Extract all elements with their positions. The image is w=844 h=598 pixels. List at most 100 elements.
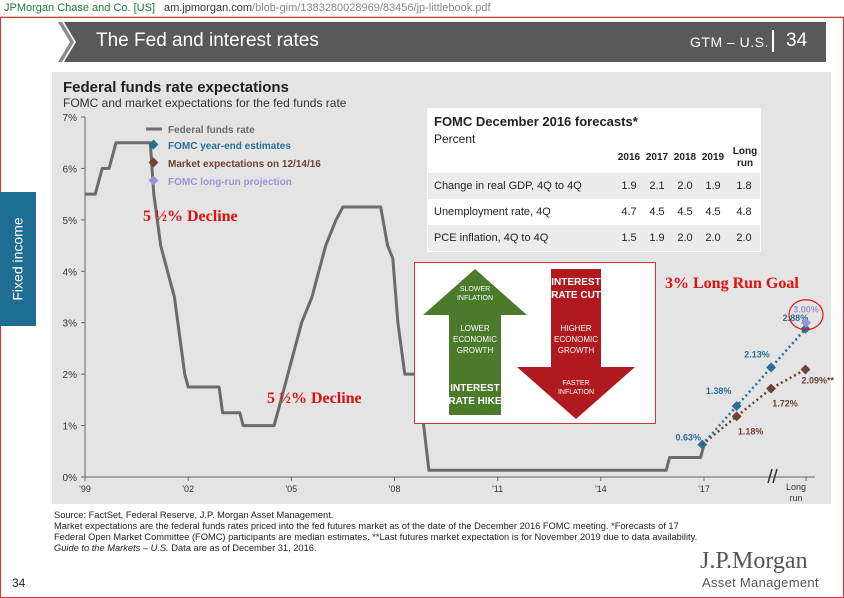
site-identity[interactable]: JPMorgan Chase and Co. [US] <box>4 2 156 14</box>
url-domain: am.jpmorgan.com <box>164 2 253 14</box>
chart-subtitle: FOMC and market expectations for the fed… <box>63 96 347 110</box>
forecast-cell: 1.5 <box>621 232 637 244</box>
long-run-goal-annotation: 3% Long Run Goal <box>665 275 799 292</box>
guide-tag: GTM – U.S. <box>690 34 769 50</box>
x-tick-label: '05 <box>285 484 297 494</box>
x-tick-label: '02 <box>182 484 194 494</box>
green-arrow-text: SLOWER <box>460 286 490 293</box>
green-arrow-text: ECONOMIC <box>453 335 497 344</box>
forecast-table-title: FOMC December 2016 forecasts* <box>434 114 638 129</box>
y-tick-label: 2% <box>63 370 78 381</box>
legend-swatch-fomc <box>148 139 159 150</box>
long-run-projection-point <box>801 317 811 328</box>
red-arrow-text: INFLATION <box>558 389 594 396</box>
forecast-row: Unemployment rate, 4Q 4.7 4.5 4.5 4.5 4.… <box>428 199 760 225</box>
forecast-cell: 4.7 <box>621 206 637 218</box>
red-arrow-text: INTEREST <box>551 277 600 288</box>
y-tick-label: 1% <box>63 422 78 433</box>
forecast-cell: 2.0 <box>705 232 721 244</box>
decline-annotation: 5 ½% Decline <box>143 208 238 225</box>
green-arrow-text: LOWER <box>460 324 490 333</box>
y-tick-label: 3% <box>63 319 78 330</box>
page-number: 34 <box>12 576 26 590</box>
guide-name: Guide to the Markets – U.S. <box>54 543 169 553</box>
market-expectation-label: 1.72% <box>772 399 798 409</box>
legend-label-market: Market expectations on 12/14/16 <box>168 159 321 170</box>
header-page-number: 34 <box>786 30 808 51</box>
red-arrow-text: FASTER <box>562 380 589 387</box>
x-tick-label: '17 <box>698 484 710 494</box>
policy-arrows-inset: SLOWER INFLATION LOWER ECONOMIC GROWTH I… <box>414 262 656 424</box>
fomc-estimate-point <box>731 401 742 411</box>
address-bar[interactable]: am.jpmorgan.com/blob-gim/1383280028969/8… <box>164 2 491 14</box>
fomc-estimate-point <box>800 323 811 334</box>
market-expectation-label: 2.09%** <box>801 376 834 386</box>
browser-bar: JPMorgan Chase and Co. [US] am.jpmorgan.… <box>0 0 844 17</box>
forecast-row-label: PCE inflation, 4Q to 4Q <box>434 232 549 244</box>
green-arrow-text: INTEREST <box>450 383 499 394</box>
forecast-cell: 2.0 <box>677 232 693 244</box>
x-tick-label: '08 <box>389 484 401 494</box>
long-run-highlight-circle <box>788 299 824 331</box>
header-divider <box>772 30 774 52</box>
x-tick-label: '11 <box>492 484 503 494</box>
chart-title: Federal funds rate expectations <box>63 79 289 96</box>
source-notes: Source: FactSet, Federal Reserve, J.P. M… <box>54 510 744 554</box>
header-chevron-icon <box>14 22 80 62</box>
forecast-cell: 2.0 <box>677 180 693 192</box>
forecast-col-long: Long <box>732 146 758 157</box>
x-tick-label: Long <box>786 482 806 492</box>
market-expectation-point <box>800 364 811 375</box>
forecast-col-2018: 2018 <box>673 152 697 163</box>
y-tick-label: 0% <box>63 473 78 484</box>
forecast-cell: 1.8 <box>736 180 752 192</box>
chart-axes: 0% 1% 2% 3% 4% 5% 6% 7% '99 '02 '05 '08 '11 '14 '17 Lon… <box>63 113 815 503</box>
fomc-estimates-line <box>701 328 807 446</box>
x-tick-label: run <box>789 493 802 503</box>
policy-arrows-graphic: SLOWER INFLATION LOWER ECONOMIC GROWTH I… <box>423 269 635 419</box>
fomc-estimate-label: 2.88% <box>783 313 809 323</box>
fomc-estimate-label: 1.38% <box>706 386 732 396</box>
forecast-cell: 1.9 <box>705 180 721 192</box>
fomc-estimate-point <box>697 439 708 450</box>
y-tick-label: 7% <box>63 113 78 124</box>
x-tick-label: '99 <box>79 484 91 494</box>
forecast-row: PCE inflation, 4Q to 4Q 1.5 1.9 2.0 2.0 … <box>428 225 760 251</box>
forecast-col-2017: 2017 <box>645 152 669 163</box>
red-arrow-text: GROWTH <box>558 346 595 355</box>
green-arrow-text: GROWTH <box>457 346 494 355</box>
legend-label-fed-funds: Federal funds rate <box>168 125 255 136</box>
axis-break-mark <box>767 468 773 484</box>
green-arrow-text: RATE HIKE <box>448 396 501 407</box>
forecast-col-run: run <box>736 158 754 169</box>
x-tick-label: '14 <box>595 484 607 494</box>
legend-swatch-market <box>148 157 159 168</box>
y-tick-label: 5% <box>63 216 78 227</box>
forecast-cell: 4.5 <box>705 206 721 218</box>
forecast-cell: 4.5 <box>649 206 665 218</box>
forecast-row-label: Change in real GDP, 4Q to 4Q <box>434 180 582 192</box>
decline-annotation: 5 ½% Decline <box>267 390 362 407</box>
legend-label-long-run: FOMC long-run projection <box>168 177 292 188</box>
forecast-cell: 2.1 <box>649 180 665 192</box>
legend-label-fomc: FOMC year-end estimates <box>168 141 291 152</box>
market-expectations-line <box>701 368 807 446</box>
footnote-line: Market expectations are the federal fund… <box>54 521 679 531</box>
footnote-line: Federal Open Market Committee (FOMC) par… <box>54 532 698 542</box>
forecast-col-2019: 2019 <box>701 152 725 163</box>
source-line: Source: FactSet, Federal Reserve, J.P. M… <box>54 510 334 520</box>
url-path: /blob-gim/1383280028969/83456/jp-littleb… <box>252 2 491 14</box>
y-tick-label: 6% <box>63 164 78 175</box>
forecast-cell: 4.8 <box>736 206 752 218</box>
green-arrow-text: INFLATION <box>457 295 493 302</box>
forecast-col-2016: 2016 <box>617 152 641 163</box>
market-expectation-label: 1.18% <box>738 426 764 436</box>
data-date-line: Guide to the Markets – U.S. Data are as … <box>54 543 744 554</box>
data-date-text: Data are as of December 31, 2016. <box>168 543 317 553</box>
fomc-estimate-point <box>766 362 777 373</box>
forecast-cell: 1.9 <box>649 232 665 244</box>
forecast-table-subtitle: Percent <box>434 132 476 146</box>
fomc-estimate-label: 2.13% <box>744 349 770 359</box>
red-arrow-text: ECONOMIC <box>554 335 598 344</box>
chart-legend: Federal funds rate FOMC year-end estimat… <box>146 125 321 188</box>
